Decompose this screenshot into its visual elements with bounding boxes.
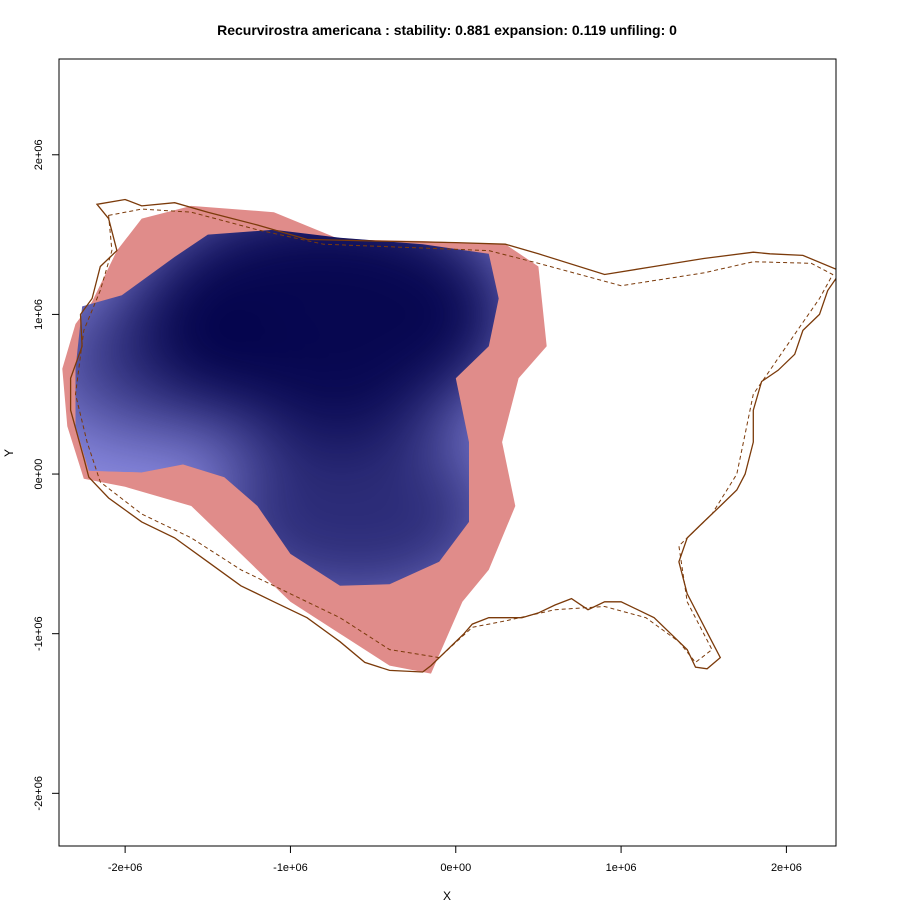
y-tick-label: -1e+06 [33, 616, 45, 651]
x-tick-label: 0e+00 [440, 862, 471, 874]
y-tick-label: 0e+00 [33, 459, 45, 490]
x-axis-label: X [443, 889, 451, 903]
y-axis: -2e+06 -1e+06 0e+00 1e+06 2e+06 [33, 139, 59, 811]
x-tick-label: -2e+06 [108, 862, 143, 874]
chart-title: Recurvirostra americana : stability: 0.8… [217, 22, 677, 38]
outline-solid [69, 198, 836, 673]
stability-peak-3 [75, 287, 275, 437]
x-tick-label: -1e+06 [273, 862, 308, 874]
x-tick-label: 2e+06 [771, 862, 802, 874]
plot-frame [58, 58, 837, 847]
outline-layer [69, 198, 836, 673]
y-tick-label: 2e+06 [33, 139, 45, 170]
x-axis: -2e+06 -1e+06 0e+00 1e+06 2e+06 [108, 846, 802, 874]
y-tick-label: 1e+06 [33, 299, 45, 330]
x-tick-label: 1e+06 [606, 862, 637, 874]
outline-dashed [74, 208, 834, 664]
plot-area [62, 198, 836, 674]
y-tick-label: -2e+06 [33, 776, 45, 811]
y-axis-label: Y [2, 449, 16, 457]
